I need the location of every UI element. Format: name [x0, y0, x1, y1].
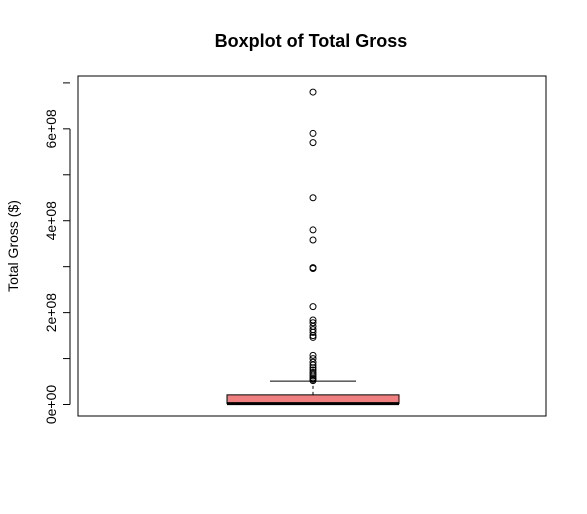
outlier-point: [309, 361, 317, 369]
y-tick-label: 0e+00: [43, 385, 59, 425]
outlier-point: [309, 372, 317, 380]
outlier-point: [309, 303, 317, 311]
outlier-point: [309, 328, 317, 336]
box-layer: [226, 380, 400, 406]
outlier-point: [309, 265, 317, 273]
outlier-point: [309, 333, 317, 341]
y-axis: 0e+00 2e+08 4e+08 6e+08: [43, 82, 71, 425]
outlier-layer: [309, 88, 317, 385]
outlier-point: [309, 319, 317, 327]
outlier-point: [309, 194, 317, 202]
outlier-point: [309, 236, 317, 244]
y-axis-label: Total Gross ($): [5, 200, 21, 292]
chart-title: Boxplot of Total Gross: [215, 31, 408, 51]
outlier-point: [309, 226, 317, 234]
y-tick-label: 2e+08: [43, 293, 59, 333]
outlier-point: [309, 88, 317, 96]
outlier-point: [309, 129, 317, 137]
y-tick-label: 6e+08: [43, 109, 59, 149]
outlier-point: [309, 332, 317, 340]
outlier-point: [309, 139, 317, 147]
plot-frame: [77, 75, 547, 417]
outlier-point: [309, 351, 317, 359]
y-tick-label: 4e+08: [43, 201, 59, 241]
outlier-point: [309, 377, 317, 385]
